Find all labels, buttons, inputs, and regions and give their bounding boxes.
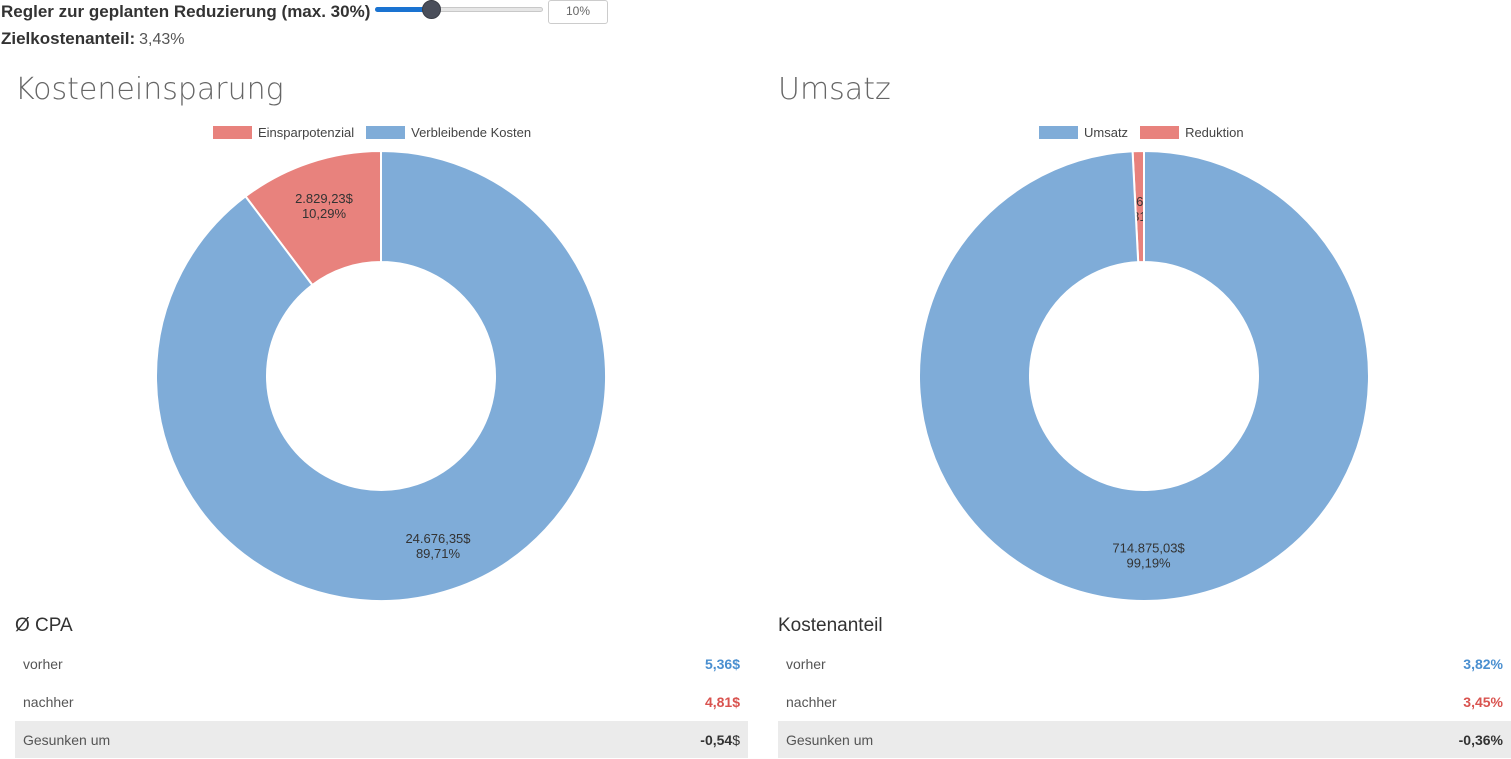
revenue-label-amount-1: 714.875,03$ — [1112, 540, 1185, 555]
cost-share-table: vorher 3,82% nachher 3,45% Gesunken um -… — [778, 645, 1511, 758]
cost-label-amount-1: 24.676,35$ — [405, 531, 471, 546]
legend-item-savings[interactable]: Einsparpotenzial — [213, 125, 354, 140]
cost-share-diff-label: Gesunken um — [786, 732, 874, 748]
cpa-title: Ø CPA — [15, 615, 73, 636]
cost-share-after-value: 3,45% — [1463, 694, 1503, 710]
slider-value-input[interactable]: 10% — [548, 0, 608, 24]
cpa-table: vorher 5,36$ nachher 4,81$ Gesunken um -… — [15, 645, 748, 758]
cpa-diff-value: -0,54$ — [700, 732, 740, 748]
cpa-row-diff: Gesunken um -0,54$ — [15, 721, 748, 758]
target-cost-share: Zielkostenanteil: 3,43% — [1, 29, 185, 49]
cost-slice-verbleibende-kosten[interactable] — [155, 149, 607, 602]
revenue-panel: Umsatz Umsatz Reduktion 5.836,81$ 0,81% 71… — [778, 60, 1511, 759]
cost-share-before-value: 3,82% — [1463, 656, 1503, 672]
cost-savings-title: Kosteneinsparung — [15, 72, 284, 107]
reduction-controls: Regler zur geplanten Reduzierung (max. 3… — [0, 0, 700, 52]
cost-share-diff-number: -0,36% — [1458, 732, 1503, 748]
cost-share-before-label: vorher — [786, 656, 826, 672]
cpa-diff-label: Gesunken um — [23, 732, 111, 748]
cost-chart-legend: Einsparpotenzial Verbleibende Kosten — [213, 125, 543, 140]
cost-share-row-diff: Gesunken um -0,36% — [778, 721, 1511, 758]
legend-swatch-remaining — [366, 126, 406, 139]
cost-label-percent-1: 89,71% — [416, 546, 461, 561]
legend-item-reduction[interactable]: Reduktion — [1140, 125, 1244, 140]
legend-item-revenue[interactable]: Umsatz — [1039, 125, 1128, 140]
slider-fill — [375, 7, 431, 12]
legend-label-remaining: Verbleibende Kosten — [411, 125, 532, 140]
cost-donut-chart: 2.829,23$10,29% 24.676,35$89,71% — [155, 149, 607, 602]
cpa-row-before: vorher 5,36$ — [15, 645, 748, 683]
target-cost-share-label: Zielkostenanteil: — [1, 29, 136, 48]
cost-label-percent-0: 10,29% — [302, 206, 347, 221]
revenue-label-percent-1: 99,19% — [1127, 555, 1172, 570]
cpa-before-value: 5,36$ — [704, 656, 740, 672]
slider-label: Regler zur geplanten Reduzierung (max. 3… — [1, 2, 371, 21]
revenue-donut-chart: 5.836,81$0,81%714.875,03$99,19% — [918, 149, 1370, 602]
revenue-title: Umsatz — [778, 72, 891, 107]
revenue-slice-umsatz[interactable] — [918, 149, 1370, 602]
cpa-diff-number: -0,54 — [700, 732, 733, 748]
reduction-slider[interactable] — [375, 0, 545, 20]
legend-label-reduction: Reduktion — [1185, 125, 1244, 140]
cost-share-title: Kostenanteil — [778, 615, 883, 636]
cpa-before-label: vorher — [23, 656, 63, 672]
cost-savings-panel: Kosteneinsparung Einsparpotenzial Verble… — [15, 60, 748, 759]
cpa-after-label: nachher — [23, 694, 74, 710]
legend-swatch-reduction — [1140, 126, 1180, 139]
revenue-chart-legend: Umsatz Reduktion — [1039, 125, 1256, 140]
cost-share-row-before: vorher 3,82% — [778, 645, 1511, 683]
cpa-row-after: nachher 4,81$ — [15, 683, 748, 721]
cpa-after-value: 4,81$ — [704, 694, 740, 710]
legend-item-remaining[interactable]: Verbleibende Kosten — [366, 125, 531, 140]
legend-label-savings: Einsparpotenzial — [258, 125, 355, 140]
cost-label-amount-0: 2.829,23$ — [295, 191, 354, 206]
cost-share-row-after: nachher 3,45% — [778, 683, 1511, 721]
legend-label-revenue: Umsatz — [1084, 125, 1129, 140]
slider-thumb[interactable] — [422, 0, 441, 19]
legend-swatch-revenue — [1039, 126, 1078, 139]
cpa-diff-unit: $ — [732, 732, 740, 748]
legend-swatch-savings — [213, 126, 252, 139]
cost-share-diff-value: -0,36% — [1459, 732, 1503, 748]
target-cost-share-value: 3,43% — [139, 31, 185, 48]
cost-share-after-label: nachher — [786, 694, 837, 710]
